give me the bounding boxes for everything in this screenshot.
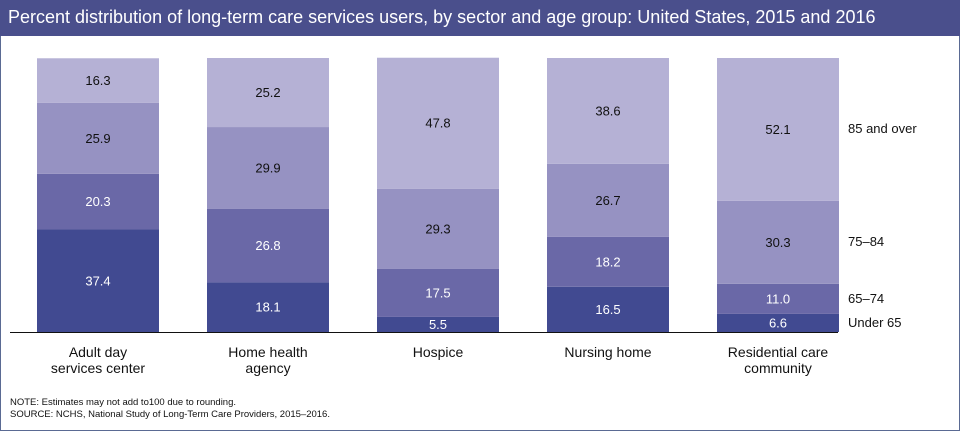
bar-segment-nursing-home-75-84: [547, 163, 669, 237]
title-bar: Percent distribution of long-term care s…: [0, 0, 960, 36]
bar-segment-residential-care-community-85-and-over: [717, 58, 839, 201]
bar-segment-hospice-75-84: [377, 188, 499, 269]
bar-segment-residential-care-community-75-84: [717, 200, 839, 284]
data-label-adult-day-services-center-under-65: 37.4: [85, 273, 110, 288]
data-label-residential-care-community-under-65: 6.6: [769, 315, 787, 330]
category-label-nursing-home: Nursing home: [564, 344, 651, 360]
data-label-hospice-under-65: 5.5: [429, 317, 447, 332]
bar-segment-adult-day-services-center-65-74: [37, 173, 159, 230]
bar-segment-hospice-under-65: [377, 316, 499, 332]
data-label-residential-care-community-75-84: 30.3: [765, 235, 790, 250]
data-label-hospice-65-74: 17.5: [425, 285, 450, 300]
data-label-home-health-agency-75-84: 29.9: [255, 161, 280, 176]
legend-label-85-and-over: 85 and over: [848, 121, 917, 136]
category-label-residential-care-community: Residential care: [728, 344, 829, 360]
bar-segment-hospice-85-and-over: [377, 57, 499, 189]
bar-segment-nursing-home-85-and-over: [547, 58, 669, 164]
data-label-residential-care-community-85-and-over: 52.1: [765, 122, 790, 137]
data-label-home-health-agency-65-74: 26.8: [255, 238, 280, 253]
legend-label-75-84: 75–84: [848, 234, 884, 249]
data-label-adult-day-services-center-75-84: 25.9: [85, 131, 110, 146]
category-label-home-health-agency: agency: [245, 360, 290, 376]
data-label-home-health-agency-85-and-over: 25.2: [255, 85, 280, 100]
data-label-adult-day-services-center-85-and-over: 16.3: [85, 73, 110, 88]
data-label-nursing-home-under-65: 16.5: [595, 302, 620, 317]
category-label-hospice: Hospice: [413, 344, 464, 360]
bar-segment-residential-care-community-under-65: [717, 313, 839, 332]
bar-segment-nursing-home-under-65: [547, 286, 669, 332]
bar-segment-home-health-agency-85-and-over: [207, 58, 329, 128]
category-label-adult-day-services-center: services center: [51, 360, 145, 376]
bar-segment-home-health-agency-under-65: [207, 282, 329, 332]
bar-segment-hospice-65-74: [377, 268, 499, 317]
category-label-residential-care-community: community: [744, 360, 812, 376]
legend-label-under-65: Under 65: [848, 315, 901, 330]
data-label-residential-care-community-65-74: 11.0: [766, 291, 790, 306]
data-label-hospice-85-and-over: 47.8: [425, 116, 450, 131]
data-label-adult-day-services-center-65-74: 20.3: [85, 194, 110, 209]
chart-title: Percent distribution of long-term care s…: [8, 7, 876, 27]
bar-segment-nursing-home-65-74: [547, 236, 669, 287]
category-label-home-health-agency: Home health: [228, 344, 307, 360]
note-text: NOTE: Estimates may not add to100 due to…: [10, 397, 237, 408]
bar-segment-residential-care-community-65-74: [717, 283, 839, 314]
bar-segment-home-health-agency-65-74: [207, 208, 329, 283]
bar-segment-adult-day-services-center-under-65: [37, 229, 159, 332]
data-label-home-health-agency-under-65: 18.1: [255, 300, 280, 315]
source-text: SOURCE: NCHS, National Study of Long-Ter…: [10, 409, 330, 420]
data-label-hospice-75-84: 29.3: [425, 221, 450, 236]
legend-label-65-74: 65–74: [848, 291, 884, 306]
bar-segment-adult-day-services-center-75-84: [37, 102, 159, 174]
bar-segment-home-health-agency-75-84: [207, 127, 329, 209]
data-label-nursing-home-75-84: 26.7: [595, 193, 620, 208]
bar-segment-adult-day-services-center-85-and-over: [37, 58, 159, 103]
data-label-nursing-home-85-and-over: 38.6: [595, 103, 620, 118]
category-label-adult-day-services-center: Adult day: [69, 344, 127, 360]
data-label-nursing-home-65-74: 18.2: [595, 254, 620, 269]
